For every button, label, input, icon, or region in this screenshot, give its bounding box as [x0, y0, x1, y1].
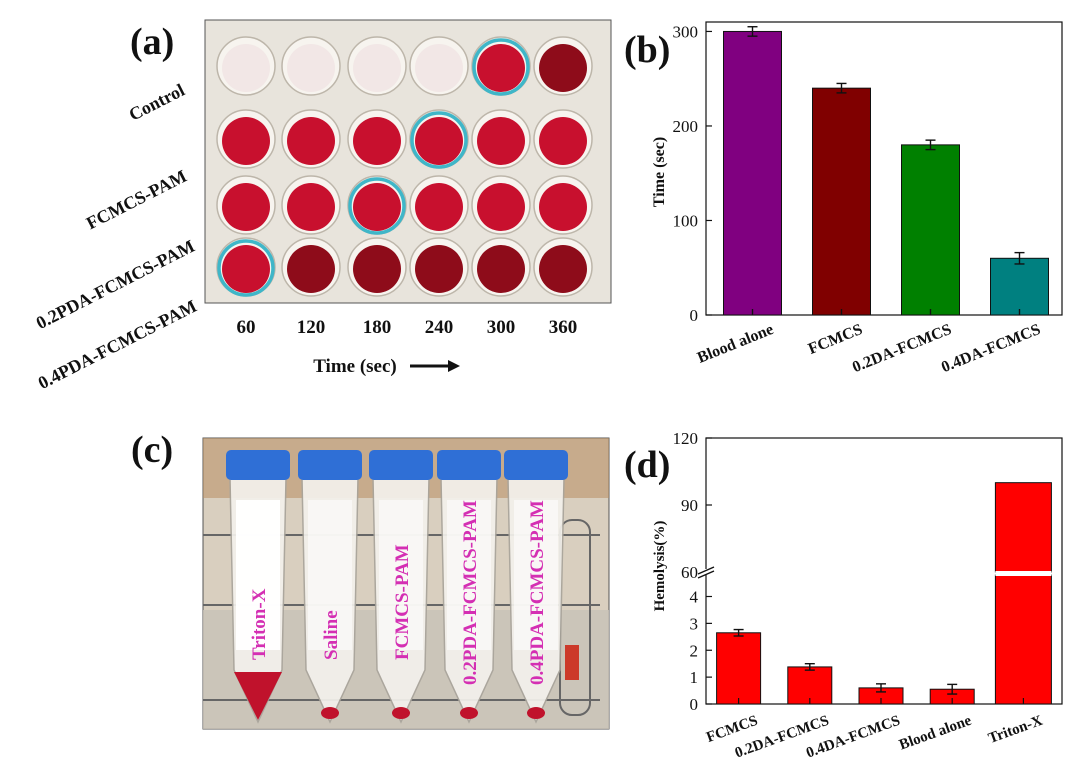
- chart-d-ytick-label: 60: [681, 563, 698, 582]
- chart-b-error-bar: [1014, 251, 1025, 315]
- tube-label: 0.4PDA-FCMCS-PAM: [527, 500, 548, 685]
- plate-well: [216, 175, 276, 235]
- chart-d-ytick-label: 120: [673, 429, 699, 448]
- rack-handle-tag: [565, 645, 579, 680]
- chart-d-error-bar: [876, 683, 886, 693]
- plate-well: [347, 109, 407, 169]
- panel-label-b: (b): [624, 29, 671, 71]
- chart-d-error-bar: [804, 662, 815, 671]
- plate-well: [281, 109, 341, 169]
- axis-break-marker: [697, 566, 716, 579]
- plate-well: [281, 36, 341, 96]
- chart-b-ytick-label: 300: [673, 22, 699, 41]
- plate-well: [409, 175, 469, 235]
- chart-d-bar: [716, 632, 762, 705]
- chart-b-error-bar: [925, 139, 936, 315]
- chart-d-bar: [994, 482, 1052, 705]
- chart-d-ytick-label: 1: [690, 668, 699, 687]
- clot-ring-marker: [410, 111, 468, 169]
- plate-col-label: 240: [425, 317, 454, 338]
- tube-cap: [504, 450, 568, 480]
- plate-well: [533, 109, 593, 169]
- tube-cap: [369, 450, 433, 480]
- centrifuge-tube: 0.4PDA-FCMCS-PAM: [504, 450, 568, 724]
- panel-label-d: (d): [624, 444, 671, 486]
- plate-axis-label: Time (sec): [313, 356, 397, 377]
- tube-cap: [226, 450, 290, 480]
- chart-d-ylabel: Hemolysis(%): [652, 521, 668, 612]
- centrifuge-tube: Saline: [298, 450, 362, 724]
- tube-label: FCMCS-PAM: [392, 544, 413, 660]
- chart-b-ytick-label: 100: [673, 211, 699, 230]
- chart-d-xtick-label: Blood alone: [897, 713, 974, 754]
- panel-label-a: (a): [130, 21, 175, 63]
- chart-d-error-bar: [733, 628, 744, 637]
- chart-d-ytick-label: 4: [690, 588, 699, 607]
- chart-b-frame: [705, 21, 1063, 316]
- plate-col-label: 300: [487, 317, 516, 338]
- clot-ring-marker: [217, 239, 275, 297]
- plate-well: [409, 36, 469, 96]
- tube-label: Triton-X: [249, 588, 270, 660]
- plate-col-label: 60: [237, 317, 256, 338]
- chart-b-bar: [723, 30, 782, 316]
- tube-label: Saline: [321, 610, 342, 660]
- plate-well: [409, 237, 469, 297]
- plate-col-label: 360: [549, 317, 578, 338]
- tube-label: 0.2PDA-FCMCS-PAM: [460, 500, 481, 685]
- chart-b-error-bar: [747, 26, 758, 315]
- centrifuge-tube: FCMCS-PAM: [369, 450, 433, 724]
- plate-well: [347, 237, 407, 297]
- chart-d-bar: [787, 666, 833, 705]
- chart-b-ytick-label: 0: [690, 306, 699, 325]
- plate-col-label: 180: [363, 317, 392, 338]
- chart-b-ytick-label: 200: [673, 117, 699, 136]
- plate-well: [533, 36, 593, 96]
- centrifuge-tube: Triton-X: [226, 450, 290, 724]
- chart-d-ytick-label: 90: [681, 496, 698, 515]
- plate-well: [409, 109, 469, 169]
- plate-well: [216, 237, 276, 297]
- tube-cap: [298, 450, 362, 480]
- plate-well: [533, 175, 593, 235]
- chart-d-ytick-label: 0: [690, 695, 699, 714]
- chart-d-error-bar: [947, 683, 958, 695]
- plate-well: [216, 36, 276, 96]
- chart-d-ytick-label: 2: [690, 641, 699, 660]
- plate-well: [347, 36, 407, 96]
- plate-well: [281, 237, 341, 297]
- plate-well: [533, 237, 593, 297]
- plate-well: [216, 109, 276, 169]
- chart-b-ylabel: Time (sec): [651, 137, 668, 207]
- chart-d-ytick-label: 3: [690, 614, 699, 633]
- clot-ring-marker: [348, 177, 406, 235]
- chart-b-error-bar: [836, 82, 847, 315]
- arrow-right-icon: [410, 360, 460, 372]
- clot-ring-marker: [472, 38, 530, 96]
- plate-well: [281, 175, 341, 235]
- chart-b-bar: [990, 257, 1049, 316]
- plate-well: [347, 175, 407, 235]
- plate-well: [471, 109, 531, 169]
- plate-well: [471, 175, 531, 235]
- centrifuge-tube: 0.2PDA-FCMCS-PAM: [437, 450, 501, 724]
- tube-cap: [437, 450, 501, 480]
- panel-label-c: (c): [131, 429, 174, 471]
- plate-col-label: 120: [297, 317, 326, 338]
- plate-well: [471, 237, 531, 297]
- chart-d-xtick-label: Triton-X: [986, 713, 1045, 747]
